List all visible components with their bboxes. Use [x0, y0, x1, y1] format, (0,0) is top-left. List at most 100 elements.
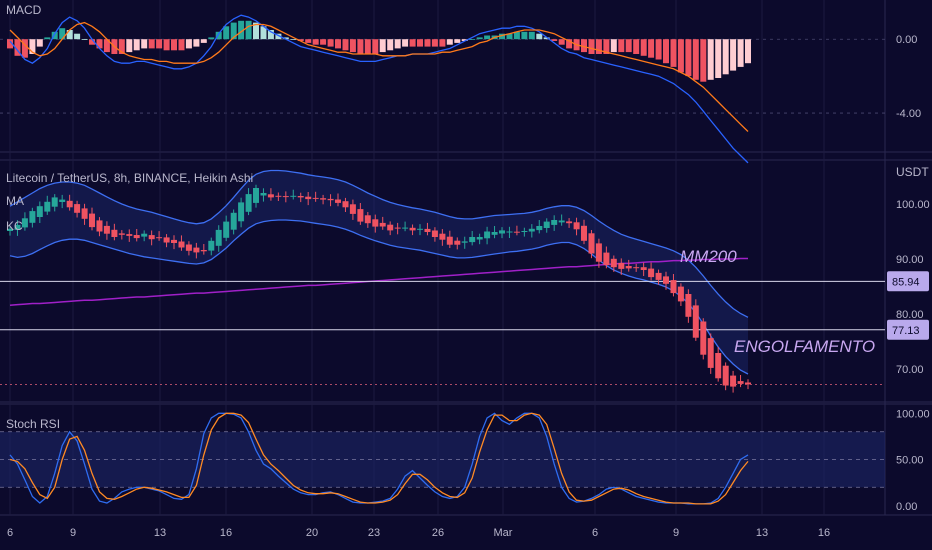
macd-histogram-bar	[737, 39, 744, 67]
candle-body	[417, 228, 423, 230]
time-tick-label: 23	[368, 527, 380, 539]
candle-body	[402, 227, 409, 229]
macd-histogram-bar	[476, 37, 483, 40]
macd-histogram-bar	[655, 39, 662, 60]
currency-label: USDT	[896, 165, 929, 179]
candle-body	[74, 204, 81, 213]
macd-histogram-bar	[103, 39, 110, 53]
time-tick-label: Mar	[494, 527, 513, 539]
macd-histogram-bar	[267, 30, 274, 40]
macd-histogram-bar	[543, 37, 550, 40]
stoch-tick-label: 50.00	[896, 455, 924, 467]
candle-body	[551, 220, 558, 225]
mm200-annotation: MM200	[680, 247, 737, 266]
candle-body	[409, 227, 416, 231]
macd-histogram-bar	[625, 39, 632, 53]
price-tick-label: 80.00	[896, 309, 924, 321]
candle-body	[238, 202, 245, 222]
candle-body	[7, 228, 13, 231]
candle-body	[14, 224, 21, 230]
candle-body	[715, 353, 722, 379]
macd-histogram-bar	[424, 39, 431, 47]
candle-body	[461, 241, 468, 243]
macd-histogram-bar	[558, 39, 565, 45]
macd-histogram-bar	[29, 39, 36, 54]
macd-histogram-bar	[320, 39, 327, 45]
candle-body	[692, 305, 699, 338]
level-price-label: 77.13	[892, 325, 920, 337]
time-tick-label: 13	[756, 527, 768, 539]
macd-histogram-bar	[588, 39, 595, 54]
candle-body	[59, 199, 66, 202]
macd-histogram-bar	[521, 31, 528, 40]
candle-body	[722, 365, 729, 386]
candle-body	[96, 220, 103, 232]
macd-histogram-bar	[126, 39, 133, 53]
kc-indicator-label[interactable]: KC	[6, 219, 23, 233]
candle-body	[379, 222, 386, 227]
candle-body	[707, 338, 714, 368]
macd-histogram-bar	[260, 26, 267, 40]
candle-body	[633, 267, 640, 269]
candle-body	[573, 222, 580, 230]
candle-body	[21, 218, 28, 228]
macd-histogram-bar	[387, 39, 394, 51]
time-tick-label: 20	[306, 527, 318, 539]
candle-body	[305, 196, 312, 200]
macd-histogram-bar	[633, 39, 640, 54]
price-panel: Litecoin / TetherUS, 8h, BINANCE, Heikin…	[0, 165, 929, 393]
candle-body	[141, 233, 148, 237]
stoch-tick-label: 100.00	[896, 408, 930, 420]
macd-histogram-bar	[730, 39, 737, 71]
candle-body	[223, 221, 230, 238]
time-tick-label: 9	[673, 527, 679, 539]
macd-histogram-bar	[618, 39, 625, 53]
macd-histogram-bar	[461, 39, 468, 41]
macd-histogram-bar	[185, 39, 192, 49]
candle-body	[581, 225, 587, 241]
candle-body	[454, 240, 461, 245]
candle-body	[670, 280, 677, 294]
ma-indicator-label[interactable]: MA	[6, 194, 24, 208]
price-axis[interactable]: 0.00 -4.00 100.00 90.00 80.00 70.00 85.94 77.13…	[887, 34, 930, 513]
macd-tick-label: 0.00	[896, 34, 917, 46]
time-axis[interactable]: 6 9 13 16 20 23 26 Mar 6 9 13 16	[7, 527, 830, 539]
candle-body	[521, 231, 528, 232]
candle-body	[297, 196, 304, 198]
candle-body	[51, 197, 58, 207]
time-tick-label: 9	[70, 527, 76, 539]
macd-histogram-bar	[193, 39, 200, 47]
macd-histogram-bar	[528, 31, 535, 40]
candle-body	[156, 237, 163, 239]
macd-histogram-bar	[275, 33, 282, 40]
macd-histogram-bar	[454, 39, 461, 43]
candle-body	[737, 381, 744, 384]
macd-histogram-bar	[148, 39, 155, 49]
candle-body	[111, 229, 118, 237]
candle-body	[36, 206, 43, 217]
candle-body	[342, 201, 349, 208]
macd-histogram-bar	[89, 39, 95, 45]
macd-histogram-bar	[282, 37, 289, 40]
candle-body	[267, 194, 274, 198]
candle-body	[439, 233, 446, 240]
macd-line	[9, 14, 749, 164]
price-tick-label: 100.00	[896, 199, 930, 211]
macd-histogram-bar	[439, 39, 446, 47]
candle-body	[528, 228, 535, 232]
candle-body	[320, 198, 327, 200]
stoch-rsi-panel: Stoch RSI	[0, 412, 885, 505]
macd-histogram-bar	[722, 39, 729, 75]
macd-histogram-bar	[163, 39, 170, 51]
candle-body	[566, 221, 573, 224]
macd-histogram-bar	[364, 39, 371, 54]
macd-histogram-bar	[603, 39, 610, 54]
macd-histogram-bar	[290, 39, 297, 40]
candle-body	[543, 221, 550, 228]
macd-histogram-bar	[692, 39, 699, 80]
macd-histogram-bar	[215, 31, 222, 40]
candle-body	[275, 195, 282, 197]
macd-histogram-bar	[417, 39, 423, 47]
candle-body	[618, 263, 625, 269]
